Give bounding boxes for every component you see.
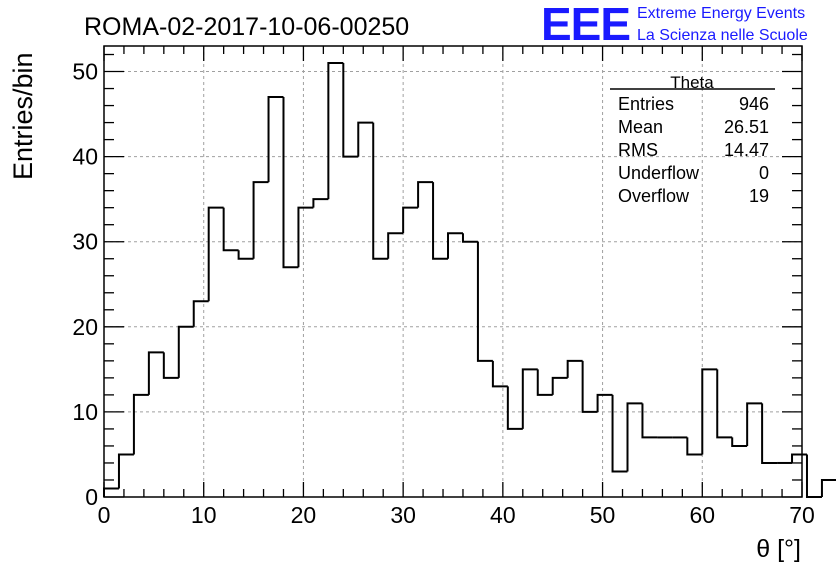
x-axis-label: θ [°] <box>756 535 801 563</box>
histogram-bin <box>117 453 134 489</box>
y-tick-label: 20 <box>72 314 98 340</box>
x-tick-label: 50 <box>590 502 616 528</box>
axes: 0 10 20 30 40 50 60 70 0 10 20 30 40 50 <box>72 46 815 528</box>
histogram-bin <box>252 181 269 259</box>
histogram-bin <box>237 250 254 260</box>
histogram-bin <box>626 402 643 472</box>
histogram-bin <box>686 437 703 456</box>
eee-logo: EEE Extreme Energy Events La Scienza nel… <box>541 0 808 50</box>
histogram-bin <box>746 402 763 446</box>
eee-logo-mark: EEE <box>541 0 630 50</box>
x-tick-label: 10 <box>191 502 217 528</box>
x-tick-label: 30 <box>390 502 416 528</box>
histogram-bin <box>476 241 493 362</box>
histogram-bin <box>162 352 179 379</box>
y-tick-label: 0 <box>85 484 98 510</box>
histogram-bin <box>521 368 538 429</box>
histogram-bin <box>461 233 478 243</box>
histogram-bin <box>581 360 598 413</box>
histogram-bin <box>342 63 359 158</box>
y-tick-label: 10 <box>72 399 98 425</box>
histogram-bin <box>282 97 299 269</box>
histogram-bin <box>297 206 314 268</box>
histogram-bin <box>103 487 119 497</box>
stats-value-entries: 946 <box>739 94 769 114</box>
stats-label-overflow: Overflow <box>618 186 690 206</box>
stats-label-rms: RMS <box>618 140 658 160</box>
y-axis-label: Entries/bin <box>8 52 38 180</box>
chart-title: ROMA-02-2017-10-06-00250 <box>84 13 409 41</box>
stats-label-underflow: Underflow <box>618 163 700 183</box>
histogram-bin <box>536 369 553 396</box>
stats-box: Theta Entries 946 Mean 26.51 RMS 14.47 U… <box>610 73 775 206</box>
histogram-bin <box>222 207 239 252</box>
histogram-line <box>103 62 836 498</box>
y-tick-label: 50 <box>72 59 98 85</box>
x-tick-label: 40 <box>490 502 516 528</box>
histogram-bin <box>820 478 836 497</box>
histogram-bin <box>731 437 748 447</box>
histogram-bin <box>177 325 194 378</box>
stats-label-entries: Entries <box>618 94 674 114</box>
histogram-bin <box>491 360 508 388</box>
x-tick-label: 0 <box>98 502 111 528</box>
histogram-bin <box>207 206 224 302</box>
histogram-bin <box>387 232 404 259</box>
stats-label-mean: Mean <box>618 117 663 137</box>
grid <box>104 46 802 497</box>
histogram-bin <box>761 403 778 464</box>
histogram-bin <box>402 206 419 234</box>
histogram-bin <box>192 300 209 327</box>
histogram-bin <box>327 62 344 200</box>
histogram-bin <box>566 359 583 378</box>
histogram-bin <box>551 376 568 395</box>
histogram-bin <box>372 122 389 260</box>
logo-line-2: La Scienza nelle Scuole <box>637 27 808 44</box>
x-tick-label: 60 <box>689 502 715 528</box>
histogram-bin <box>805 454 822 498</box>
histogram-bin <box>611 394 628 473</box>
histogram-bin <box>417 181 434 208</box>
plot-frame <box>103 45 803 498</box>
stats-value-rms: 14.47 <box>724 140 769 160</box>
x-tick-label: 20 <box>291 502 317 528</box>
histogram-bin <box>596 393 613 412</box>
logo-line-1: Extreme Energy Events <box>637 5 805 22</box>
histogram-bin <box>716 369 733 439</box>
histogram-bin <box>132 393 149 455</box>
histogram-bin <box>641 403 658 439</box>
stats-value-mean: 26.51 <box>724 117 769 137</box>
histogram-bin <box>357 121 374 157</box>
x-tick-label: 70 <box>789 502 815 528</box>
y-tick-label: 40 <box>72 144 98 170</box>
stats-title: Theta <box>670 73 714 92</box>
histogram-bin <box>506 386 523 430</box>
histogram-bin <box>267 96 284 183</box>
histogram-bin <box>447 232 463 259</box>
histogram-bin <box>147 351 164 395</box>
histogram-bin <box>312 198 329 208</box>
histogram-bin <box>701 368 718 455</box>
stats-value-underflow: 0 <box>759 163 769 183</box>
stats-value-overflow: 19 <box>749 186 769 206</box>
histogram-bin <box>432 182 449 260</box>
histogram-bin <box>791 453 807 463</box>
y-tick-label: 30 <box>72 229 98 255</box>
